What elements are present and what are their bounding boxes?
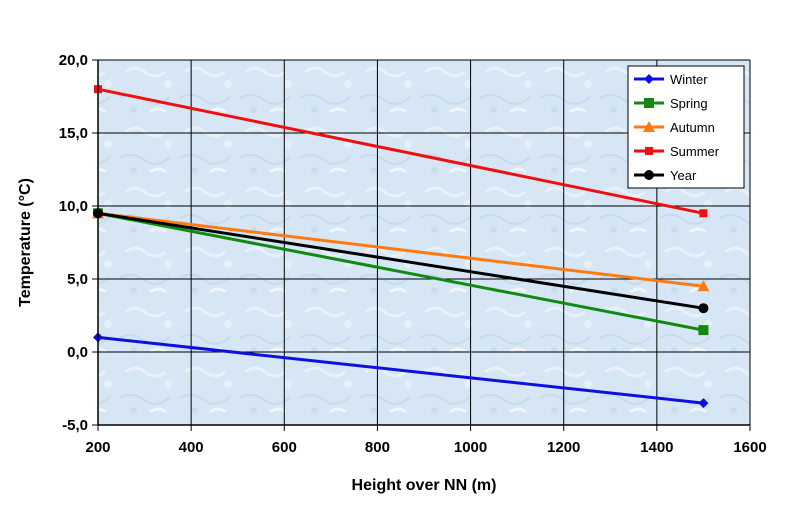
data-point [698, 303, 709, 314]
legend-label: Winter [670, 72, 708, 87]
x-tick-label: 800 [365, 439, 390, 456]
legend-label: Spring [670, 96, 708, 111]
legend-item-autumn: Autumn [634, 120, 715, 135]
y-tick-label: 10,0 [59, 198, 88, 215]
series-line [97, 211, 704, 288]
legend-item-year: Year [634, 168, 697, 183]
legend-item-spring: Spring [634, 96, 708, 111]
y-tick-label: 5,0 [67, 271, 88, 288]
legend-label: Year [670, 168, 697, 183]
x-tick-label: 1400 [640, 439, 673, 456]
legend-item-summer: Summer [634, 144, 720, 159]
x-tick-label: 1200 [547, 439, 580, 456]
data-point [644, 98, 654, 108]
legend-label: Summer [670, 144, 720, 159]
data-point [643, 121, 655, 132]
data-point [644, 74, 654, 84]
data-point [697, 280, 710, 292]
y-tick-label: 20,0 [59, 52, 88, 69]
x-tick-label: 1000 [454, 439, 487, 456]
data-point [699, 209, 708, 218]
series-line [97, 335, 704, 405]
y-tick-label: -5,0 [62, 417, 88, 434]
x-tick-label: 200 [85, 439, 110, 456]
y-tick-label: 0,0 [67, 344, 88, 361]
series-line [97, 211, 704, 310]
x-tick-label: 400 [179, 439, 204, 456]
legend-item-winter: Winter [634, 72, 708, 87]
legend-label: Autumn [670, 120, 715, 135]
x-tick-label: 600 [272, 439, 297, 456]
data-point [698, 325, 709, 336]
data-point [645, 147, 653, 155]
data-point [644, 170, 654, 180]
x-tick-label: 1600 [733, 439, 766, 456]
series-line [97, 211, 704, 332]
y-tick-label: 15,0 [59, 125, 88, 142]
data-point [698, 398, 709, 409]
x-axis-title: Height over NN (m) [352, 477, 497, 494]
series-line [97, 87, 704, 215]
y-axis-title: Temperature (°C) [17, 178, 34, 307]
